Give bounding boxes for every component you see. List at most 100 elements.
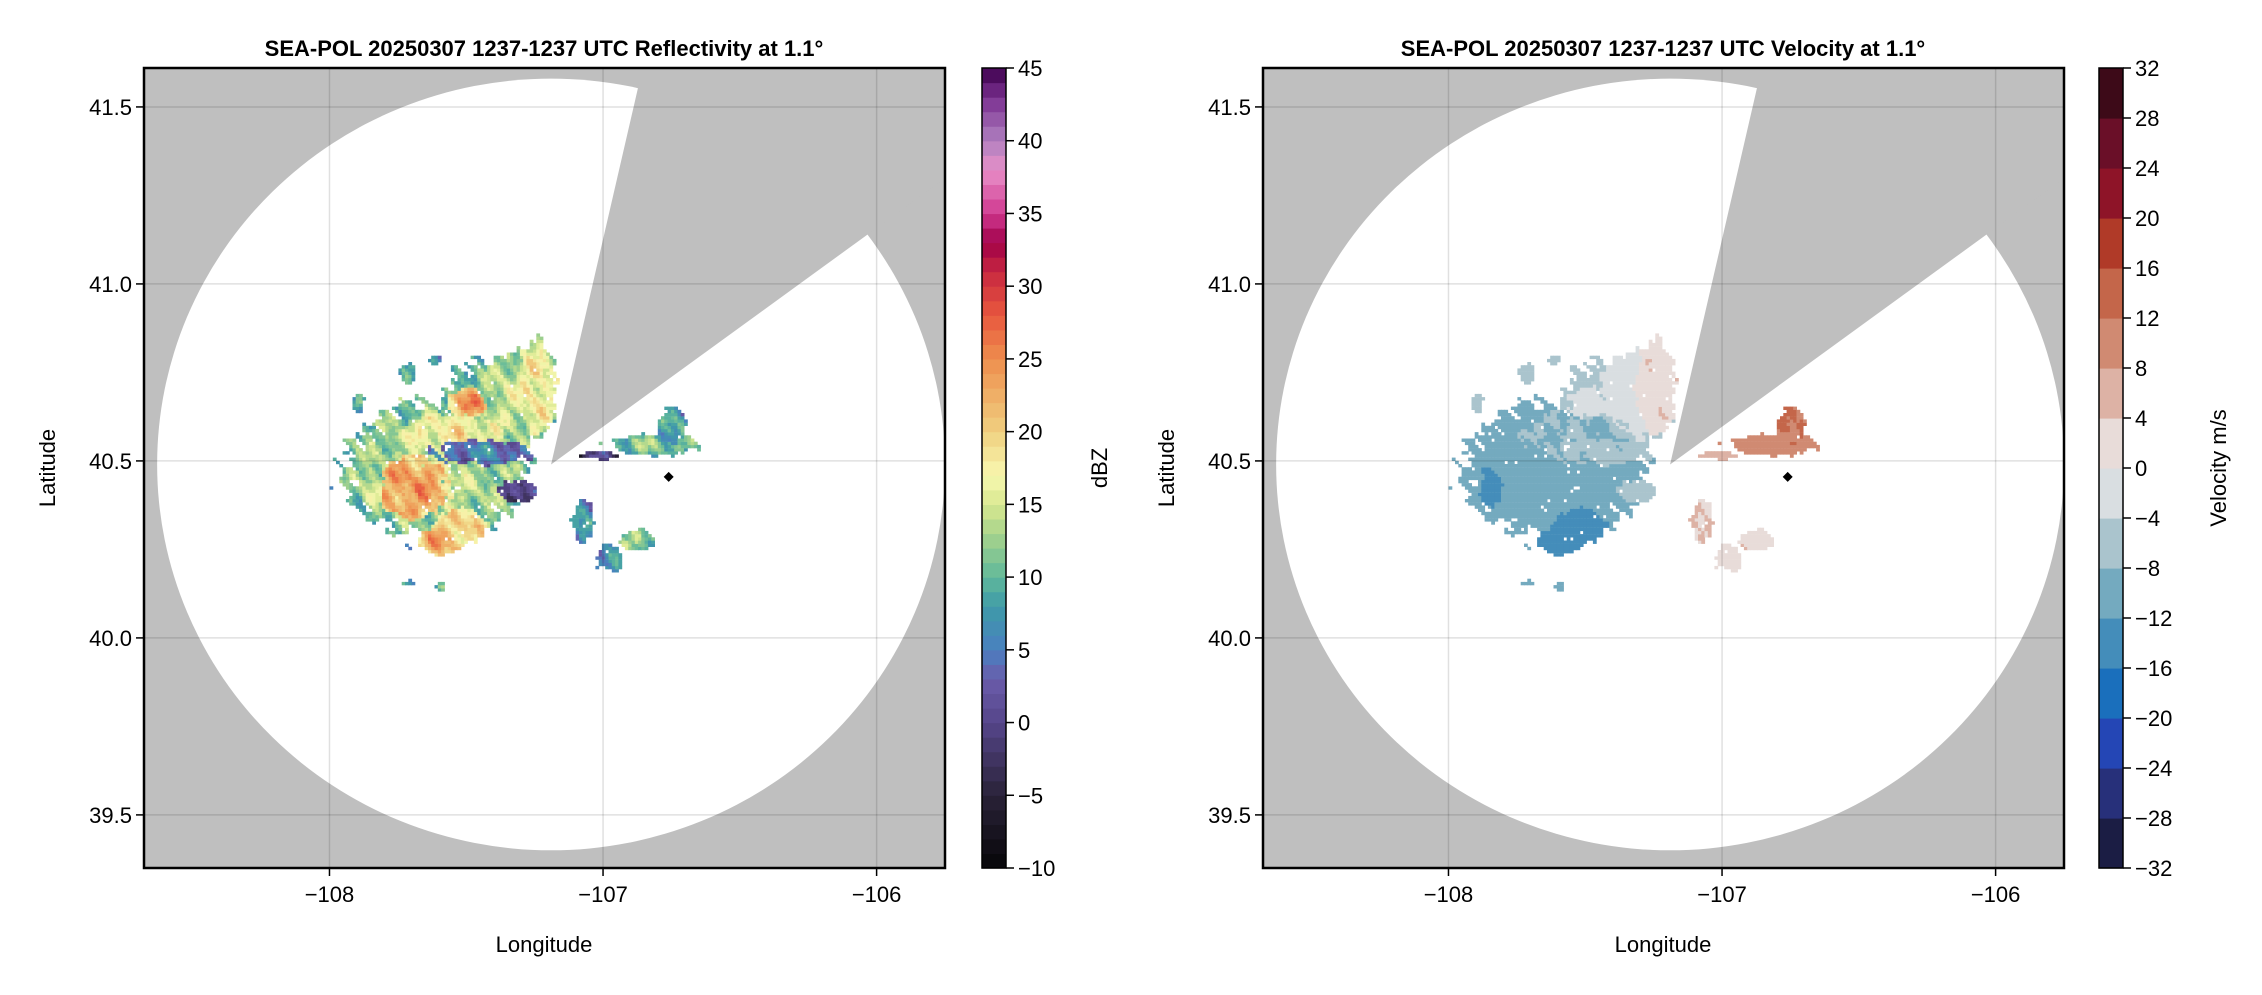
echo-cell bbox=[398, 451, 402, 454]
echo-cell bbox=[1583, 486, 1587, 489]
echo-cell bbox=[668, 451, 672, 454]
echo-cell bbox=[671, 416, 675, 419]
echo-cell bbox=[1537, 470, 1541, 473]
echo-cell bbox=[421, 528, 425, 531]
echo-cell bbox=[438, 544, 442, 547]
echo-cell bbox=[1534, 505, 1538, 508]
echo-cell bbox=[395, 477, 399, 480]
echo-cell bbox=[1577, 537, 1581, 540]
echo-cell bbox=[520, 486, 524, 489]
echo-cell bbox=[1596, 467, 1600, 470]
echo-cell bbox=[375, 448, 379, 451]
echo-cell bbox=[1544, 486, 1548, 489]
echo-cell bbox=[458, 442, 462, 445]
echo-cell bbox=[464, 537, 468, 540]
echo-cell bbox=[520, 467, 524, 470]
echo-cell bbox=[1580, 413, 1584, 416]
echo-cell bbox=[500, 404, 504, 407]
echo-cell bbox=[1544, 534, 1548, 537]
echo-cell bbox=[1540, 464, 1544, 467]
echo-cell bbox=[474, 388, 478, 391]
echo-cell bbox=[405, 518, 409, 521]
echo-cell bbox=[474, 413, 478, 416]
echo-cell bbox=[1583, 423, 1587, 426]
echo-cell bbox=[1593, 518, 1597, 521]
echo-cell bbox=[1583, 391, 1587, 394]
echo-cell bbox=[500, 435, 504, 438]
echo-cell bbox=[408, 362, 412, 365]
echo-cell bbox=[435, 435, 439, 438]
echo-cell bbox=[369, 496, 373, 499]
echo-cell bbox=[1534, 397, 1538, 400]
echo-cell bbox=[1593, 505, 1597, 508]
echo-cell bbox=[494, 464, 498, 467]
echo-cell bbox=[1494, 515, 1498, 518]
echo-cell bbox=[1563, 435, 1567, 438]
echo-cell bbox=[536, 375, 540, 378]
echo-cell bbox=[1603, 451, 1607, 454]
echo-cell bbox=[461, 490, 465, 493]
echo-cell bbox=[1550, 496, 1554, 499]
echo-cell bbox=[668, 413, 672, 416]
echo-cell bbox=[546, 404, 550, 407]
echo-cell bbox=[458, 537, 462, 540]
echo-cell bbox=[507, 359, 511, 362]
echo-cell bbox=[494, 365, 498, 368]
echo-cell bbox=[1537, 423, 1541, 426]
echo-cell bbox=[1570, 410, 1574, 413]
echo-cell bbox=[1590, 509, 1594, 512]
echo-cell bbox=[1478, 496, 1482, 499]
echo-cell bbox=[1563, 464, 1567, 467]
echo-cell bbox=[1534, 490, 1538, 493]
echo-cell bbox=[464, 442, 468, 445]
echo-cell bbox=[421, 413, 425, 416]
echo-cell bbox=[1580, 474, 1584, 477]
echo-cell bbox=[1583, 381, 1587, 384]
echo-cell bbox=[494, 381, 498, 384]
echo-cell bbox=[438, 477, 442, 480]
echo-cell bbox=[1504, 464, 1508, 467]
echo-cell bbox=[402, 525, 406, 528]
echo-cell bbox=[474, 410, 478, 413]
echo-cell bbox=[1501, 410, 1505, 413]
echo-cell bbox=[520, 499, 524, 502]
echo-cell bbox=[425, 486, 429, 489]
echo-cell bbox=[494, 439, 498, 442]
echo-cell bbox=[375, 477, 379, 480]
echo-cell bbox=[1524, 426, 1528, 429]
echo-cell bbox=[1560, 550, 1564, 553]
echo-cell bbox=[1603, 509, 1607, 512]
echo-cell bbox=[415, 426, 419, 429]
echo-cell bbox=[520, 410, 524, 413]
echo-cell bbox=[651, 445, 655, 448]
echo-cell bbox=[369, 464, 373, 467]
echo-cell bbox=[1550, 515, 1554, 518]
echo-cell bbox=[1517, 525, 1521, 528]
echo-cell bbox=[523, 464, 527, 467]
echo-cell bbox=[1501, 467, 1505, 470]
echo-cell bbox=[1593, 509, 1597, 512]
echo-cell bbox=[1524, 486, 1528, 489]
echo-cell bbox=[435, 585, 439, 588]
echo-cell bbox=[1577, 480, 1581, 483]
echo-cell bbox=[1554, 435, 1558, 438]
echo-cell bbox=[349, 470, 353, 473]
echo-cell bbox=[497, 384, 501, 387]
echo-cell bbox=[497, 388, 501, 391]
echo-cell bbox=[497, 515, 501, 518]
echo-cell bbox=[490, 490, 494, 493]
echo-cell bbox=[1596, 451, 1600, 454]
echo-cell bbox=[526, 435, 530, 438]
echo-cell bbox=[1593, 429, 1597, 432]
echo-cell bbox=[1514, 480, 1518, 483]
echo-cell bbox=[651, 537, 655, 540]
echo-cell bbox=[1577, 474, 1581, 477]
echo-cell bbox=[1472, 442, 1476, 445]
echo-cell bbox=[444, 416, 448, 419]
echo-cell bbox=[362, 493, 366, 496]
echo-cell bbox=[412, 423, 416, 426]
colorbar-bin bbox=[982, 344, 1006, 359]
echo-cell bbox=[454, 531, 458, 534]
echo-cell bbox=[412, 435, 416, 438]
echo-cell bbox=[1590, 528, 1594, 531]
